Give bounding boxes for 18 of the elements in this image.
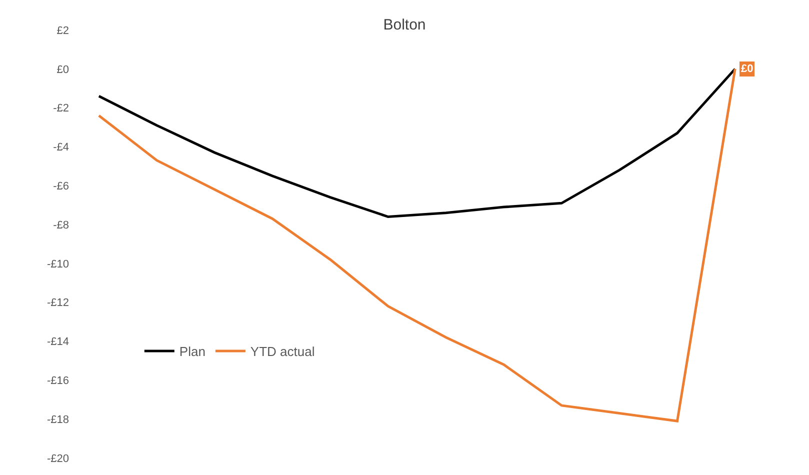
y-tick-label: £2 bbox=[56, 24, 69, 37]
line-series bbox=[98, 68, 736, 422]
y-tick-label: -£6 bbox=[53, 180, 69, 192]
data-label: £0 bbox=[741, 63, 754, 75]
y-tick-label: -£16 bbox=[46, 375, 69, 388]
legend-label: Plan bbox=[179, 344, 206, 360]
y-tick-label: -£20 bbox=[46, 452, 69, 465]
chart-title: Bolton bbox=[383, 16, 426, 34]
y-tick-label: -£8 bbox=[53, 219, 69, 232]
line-series bbox=[98, 68, 736, 218]
y-tick-label: -£10 bbox=[46, 258, 69, 270]
y-tick-label: -£12 bbox=[46, 297, 69, 310]
y-tick-label: £0 bbox=[56, 64, 69, 76]
y-tick-label: -£18 bbox=[46, 414, 69, 426]
y-tick-label: -£2 bbox=[53, 102, 69, 115]
y-tick-label: -£14 bbox=[46, 336, 69, 348]
y-tick-label: -£4 bbox=[53, 142, 69, 154]
legend-label: YTD actual bbox=[250, 344, 315, 360]
